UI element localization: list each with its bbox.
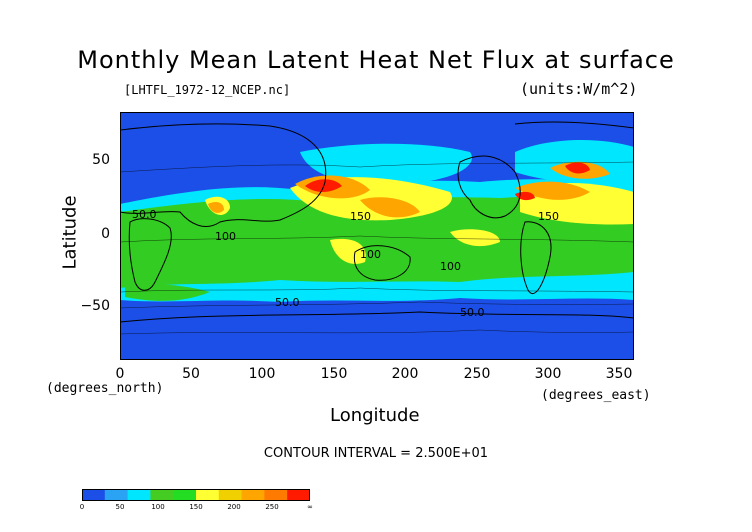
contour-label: 100 xyxy=(440,260,461,273)
y-tick-label: −50 xyxy=(80,298,110,314)
x-unit-label: (degrees_east) xyxy=(541,388,651,403)
map-frame xyxy=(120,112,634,360)
colorbar-label: ∞ xyxy=(307,503,313,511)
colorbar-swatch xyxy=(287,489,310,501)
contour-label: 150 xyxy=(350,210,371,223)
contour-label: 100 xyxy=(360,248,381,261)
heatmap-map: 50.0 100 150 100 100 150 50.0 50.0 xyxy=(120,112,634,360)
x-tick-label: 0 xyxy=(115,366,125,382)
colorbar-swatch xyxy=(196,489,220,501)
contour-interval-text: CONTOUR INTERVAL = 2.500E+01 xyxy=(263,446,489,461)
x-tick-label: 150 xyxy=(320,366,348,382)
colorbar-frame xyxy=(82,489,310,501)
contour-label: 150 xyxy=(538,210,559,223)
contour-lines xyxy=(120,161,634,335)
colorbar-swatch xyxy=(104,489,129,501)
colorbar-swatch xyxy=(264,489,288,501)
colorbar-swatch xyxy=(173,489,197,501)
colorbar-label: 200 xyxy=(227,503,241,511)
contour-label: 50.0 xyxy=(460,306,485,319)
contour-label: 50.0 xyxy=(132,208,157,221)
contour-label: 100 xyxy=(215,230,236,243)
colorbar-label: 0 xyxy=(79,503,85,511)
colorbar xyxy=(82,489,310,501)
file-name-label: [LHTFL_1972-12_NCEP.nc] xyxy=(124,83,291,97)
coastlines xyxy=(120,121,634,323)
contour-label: 50.0 xyxy=(275,296,300,309)
colorbar-swatch xyxy=(82,489,106,501)
units-label: (units:W/m^2) xyxy=(520,80,638,98)
y-axis-label: Latitude xyxy=(59,195,81,270)
colorbar-label: 250 xyxy=(265,503,279,511)
x-tick-label: 200 xyxy=(391,366,419,382)
x-axis-label: Longitude xyxy=(330,405,420,426)
x-tick-label: 250 xyxy=(463,366,491,382)
x-tick-label: 350 xyxy=(605,366,633,382)
colorbar-label: 100 xyxy=(151,503,165,511)
colorbar-label: 50 xyxy=(115,503,125,511)
y-unit-label: (degrees_north) xyxy=(46,381,164,396)
colorbar-swatch xyxy=(150,489,174,501)
x-tick-label: 100 xyxy=(248,366,276,382)
colorbar-swatch xyxy=(218,489,243,501)
colorbar-swatch xyxy=(241,489,265,501)
colorbar-swatch xyxy=(127,489,151,501)
x-tick-label: 300 xyxy=(534,366,562,382)
band-100-150 xyxy=(120,196,634,301)
colorbar-label: 150 xyxy=(189,503,203,511)
y-tick-label: 0 xyxy=(101,226,110,242)
chart-title: Monthly Mean Latent Heat Net Flux at sur… xyxy=(77,46,675,74)
y-tick-label: 50 xyxy=(92,152,110,168)
x-tick-label: 50 xyxy=(182,366,200,382)
